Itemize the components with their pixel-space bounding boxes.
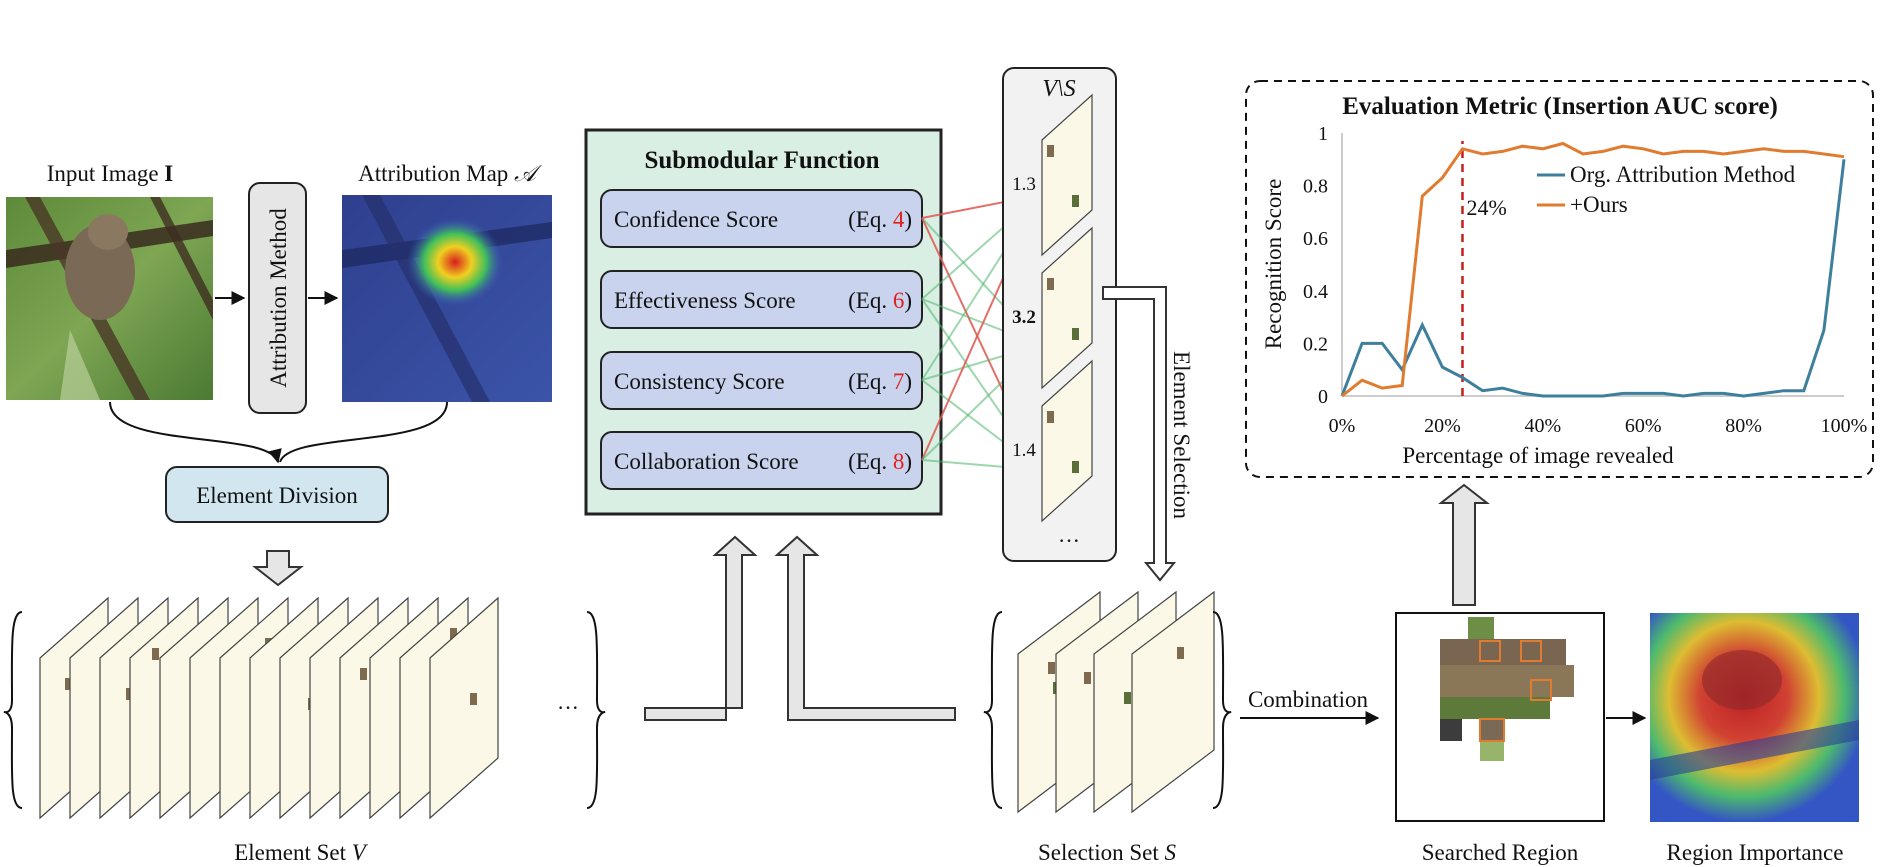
- element-set-slices: [39, 596, 499, 820]
- image-patch: [152, 648, 159, 660]
- chart-y-tick-label: 0.2: [1303, 333, 1328, 355]
- chart-y-tick-label: 0: [1318, 386, 1328, 408]
- attribution-method-label: Attribution Method: [266, 208, 291, 388]
- chart-x-tick-label: 60%: [1625, 415, 1662, 437]
- score-box: Collaboration Score (Eq. 8): [600, 431, 923, 490]
- element-division-label: Element Division: [196, 483, 358, 508]
- searched-region-label: Searched Region: [1422, 840, 1579, 865]
- input-image-label: Input Image I: [47, 161, 174, 186]
- chart-legend-label: Org. Attribution Method: [1570, 162, 1796, 187]
- element-set-ellipsis: ···: [557, 695, 579, 720]
- chart-x-tick-label: 20%: [1424, 415, 1461, 437]
- score-box: Consistency Score (Eq. 7): [600, 351, 923, 410]
- selection-set-brace-right: [1212, 611, 1232, 809]
- attribution-heatmap-image: [342, 195, 552, 402]
- element-selection-arrow: [1102, 286, 1177, 582]
- curve-map-to-division: [279, 401, 448, 463]
- score-box: Confidence Score (Eq. 4): [600, 189, 923, 248]
- candidate-slice: [1041, 93, 1093, 257]
- image-patch: [1047, 145, 1054, 157]
- combination-label: Combination: [1248, 687, 1369, 712]
- region-importance-image: [1650, 613, 1859, 822]
- chart-title: Evaluation Metric (Insertion AUC score): [1342, 93, 1778, 120]
- selection-set-label: Selection Set S: [1038, 840, 1176, 865]
- selection-set-brace-left: [983, 611, 1003, 809]
- image-patch: [65, 678, 72, 690]
- candidate-slice: [1041, 226, 1093, 390]
- score-name: Consistency Score: [614, 369, 785, 394]
- block-arrow-down-division: [252, 550, 304, 587]
- curve-input-to-division: [109, 401, 282, 464]
- candidate-value: 1.4: [1012, 440, 1036, 461]
- element-slice: [429, 596, 499, 820]
- chart-y-tick-label: 1: [1318, 123, 1328, 145]
- chart-series-line: [1340, 159, 1846, 398]
- score-name: Effectiveness Score: [614, 288, 796, 313]
- chart-x-tick-label: 0%: [1329, 415, 1356, 437]
- score-name: Collaboration Score: [614, 449, 799, 474]
- chart-y-tick-label: 0.6: [1303, 228, 1328, 250]
- image-patch: [450, 628, 457, 640]
- image-patch: [470, 693, 477, 705]
- image-patch: [1177, 647, 1184, 659]
- block-arrow-selectionset-to-submodular: [774, 535, 956, 721]
- score-equation: (Eq. 6): [848, 288, 912, 313]
- searched-region-box: [1395, 612, 1605, 822]
- chart-legend-label: +Ours: [1570, 192, 1628, 217]
- image-patch: [1084, 672, 1091, 684]
- block-arrow-elementset-to-submodular: [644, 535, 758, 721]
- chart-threshold-label: 24%: [1466, 195, 1506, 220]
- chart-y-tick-label: 0.4: [1303, 281, 1328, 303]
- attribution-map-label: Attribution Map 𝒜: [358, 161, 542, 186]
- element-set-brace-right: [586, 611, 606, 809]
- attribution-method-box: Attribution Method: [248, 182, 307, 414]
- candidate-slices: 1.3 3.2 1.4: [1012, 93, 1093, 523]
- input-bird-image: [6, 197, 213, 400]
- image-patch: [1072, 461, 1079, 473]
- element-selection-label: Element Selection: [1169, 351, 1194, 519]
- score-box-list: Confidence Score (Eq. 4) Effectiveness Sco…: [600, 189, 923, 490]
- image-patch: [360, 668, 367, 680]
- element-set-label: Element Set V: [234, 840, 369, 865]
- element-set-brace-left: [3, 611, 23, 809]
- score-equation: (Eq. 8): [848, 449, 912, 474]
- chart-y-axis-label: Recognition Score: [1261, 179, 1286, 350]
- chart-series-line: [1341, 141, 1845, 398]
- image-patch: [1047, 278, 1054, 290]
- region-importance-label: Region Importance: [1667, 840, 1844, 865]
- image-patch: [1072, 328, 1079, 340]
- image-patch: [1124, 692, 1131, 704]
- image-patch: [1047, 411, 1054, 423]
- block-arrow-up-to-chart: [1438, 483, 1490, 606]
- image-patch: [1048, 662, 1055, 674]
- candidate-header: V\S: [1042, 76, 1075, 102]
- chart-x-tick-label: 80%: [1725, 415, 1762, 437]
- chart-x-axis-label: Percentage of image revealed: [1402, 443, 1674, 468]
- candidate-value: 3.2: [1012, 307, 1036, 328]
- insertion-auc-chart: 0 0.2 0.4 0.6 0.8 1 0% 20% 40% 60% 80% 100% 24% Org. …: [1303, 123, 1867, 437]
- image-patch: [1072, 195, 1079, 207]
- score-equation: (Eq. 4): [848, 207, 912, 232]
- chart-x-tick-label: 100%: [1821, 415, 1868, 437]
- chart-x-tick-label: 40%: [1524, 415, 1561, 437]
- score-name: Confidence Score: [614, 207, 778, 232]
- selection-slice: [1131, 590, 1215, 814]
- candidate-slice: [1041, 359, 1093, 523]
- chart-y-tick-label: 0.8: [1303, 176, 1328, 198]
- candidate-value: 1.3: [1012, 174, 1036, 195]
- submodular-title: Submodular Function: [644, 147, 879, 174]
- score-equation: (Eq. 7): [848, 369, 912, 394]
- score-box: Effectiveness Score (Eq. 6): [600, 270, 923, 329]
- selection-set-slices: [1017, 590, 1215, 814]
- candidate-ellipsis: ···: [1058, 528, 1080, 553]
- element-division-box: Element Division: [165, 466, 389, 523]
- searched-region-patches: [1440, 617, 1574, 761]
